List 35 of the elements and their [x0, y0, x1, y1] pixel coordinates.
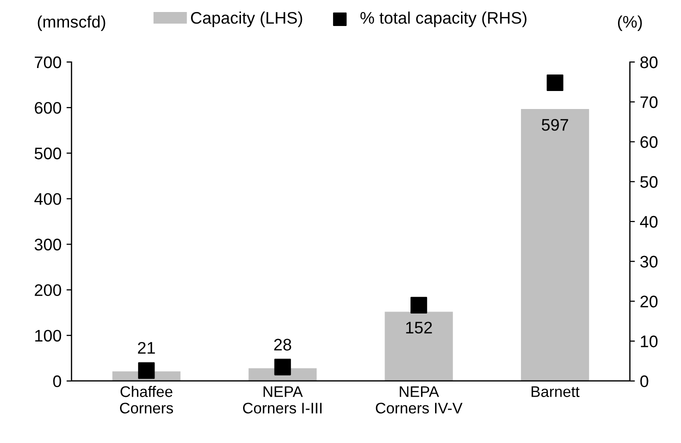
- y-tick-label: 700: [34, 56, 62, 68]
- legend-label: % total capacity (RHS): [360, 12, 526, 28]
- y2-tick-label: 0: [640, 375, 648, 388]
- y-tick-label: 400: [34, 193, 62, 205]
- bar: [384, 312, 453, 381]
- point: [274, 358, 291, 376]
- x-tick-label: NEPA Corners I-III: [243, 386, 322, 414]
- x-tick-label: Chaffee Corners: [120, 386, 174, 414]
- y2-tick-label: 10: [640, 336, 658, 348]
- y2-tick-label: 40: [640, 216, 658, 228]
- data-label: 28: [274, 338, 292, 351]
- x-tick-label: NEPA Corners IV-V: [376, 386, 462, 414]
- y-tick-label: 600: [34, 102, 62, 114]
- y2-tick-label: 20: [640, 296, 658, 308]
- y-axis-title: (mmscfd): [38, 15, 106, 31]
- y2-tick-label: 60: [640, 136, 658, 148]
- y-tick-label: 200: [34, 284, 62, 296]
- point: [410, 296, 428, 314]
- y2-tick-label: 50: [640, 176, 658, 188]
- bar: [520, 108, 590, 381]
- y-tick-label: 300: [34, 238, 62, 250]
- y2-tick-label: 30: [640, 256, 658, 268]
- data-label: 152: [406, 322, 432, 334]
- data-label: 21: [138, 342, 155, 354]
- y-tick-label: 500: [34, 148, 62, 160]
- y-tick-label: 100: [35, 330, 62, 342]
- y2-tick-label: 70: [640, 96, 658, 108]
- y-tick-label: 0: [53, 375, 62, 388]
- legend-label: Capacity (LHS): [191, 12, 302, 28]
- y2-tick-label: 80: [640, 56, 658, 68]
- point: [138, 362, 155, 379]
- data-label: 597: [542, 118, 568, 131]
- point: [546, 74, 564, 92]
- y2-axis-title: (%): [618, 15, 642, 31]
- x-tick-label: Barnett: [532, 386, 580, 398]
